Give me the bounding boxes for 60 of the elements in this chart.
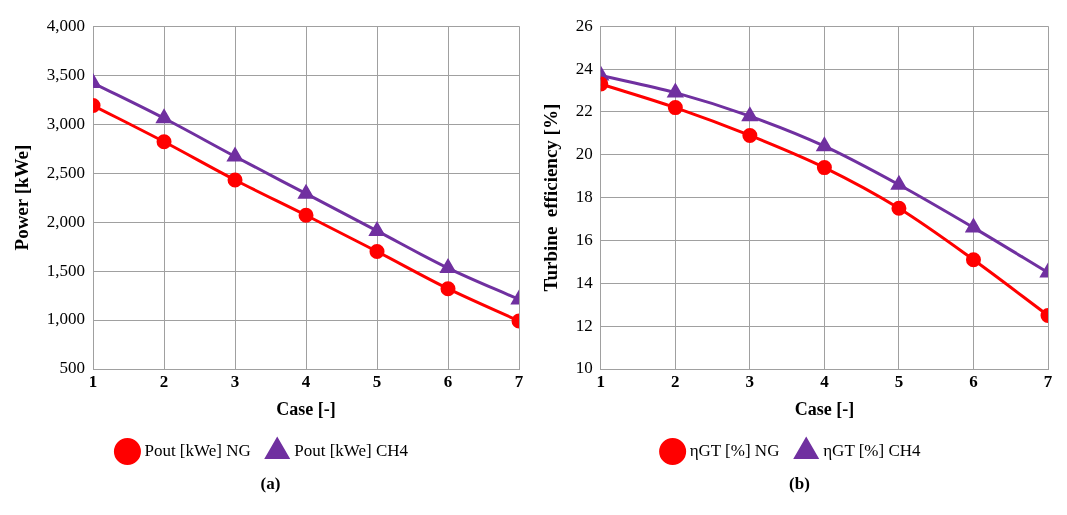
point	[965, 252, 981, 268]
x-tick-label: 1	[596, 371, 606, 391]
text: (b)	[788, 474, 811, 494]
point	[440, 281, 456, 297]
point	[369, 243, 385, 259]
y-tick-label: 3,000	[46, 113, 86, 133]
point	[891, 176, 907, 190]
point	[440, 259, 456, 274]
point	[891, 200, 907, 216]
x-tick-label: 3	[230, 371, 240, 391]
point	[816, 137, 832, 152]
x-tick-label: 7	[1043, 371, 1053, 391]
legend-label: Pout [kWe] CH4	[294, 440, 409, 460]
y-tick-label: 26	[575, 15, 593, 35]
x-tick-label: 3	[745, 371, 755, 391]
point	[298, 185, 314, 199]
y-axis-title: Power [kWe]	[11, 144, 33, 251]
x-tick-label: 5	[894, 371, 904, 391]
legend-label: ηGT [%] NG	[689, 440, 780, 460]
point	[742, 127, 758, 143]
point	[227, 172, 243, 188]
x-tick-label: 1	[88, 371, 98, 391]
x-tick-label: 5	[372, 371, 382, 391]
x-tick-label: 4	[301, 371, 311, 391]
y-tick-label: 10	[575, 358, 593, 378]
text: (a)	[259, 474, 282, 494]
y-tick-label: 16	[575, 229, 593, 249]
legend-label: Pout [kWe] NG	[144, 440, 251, 460]
y-tick-label: 2,000	[46, 211, 86, 231]
y-tick-label: 14	[575, 272, 594, 292]
x-tick-label: 7	[514, 371, 524, 391]
point	[667, 84, 683, 98]
point	[298, 207, 314, 223]
x-tick-label: 4	[820, 371, 830, 391]
y-tick-label: 500	[59, 358, 86, 378]
x-axis-title: Case [-]	[276, 398, 336, 419]
y-tick-label: 4,000	[46, 15, 86, 35]
point	[156, 109, 172, 124]
x-tick-label: 6	[969, 371, 978, 391]
y-tick-label: 3,500	[46, 64, 86, 84]
point	[816, 160, 832, 176]
x-axis-title: Case [-]	[794, 398, 855, 419]
y-tick-label: 24	[575, 58, 594, 78]
point	[156, 134, 172, 150]
legend-label: ηGT [%] CH4	[823, 440, 922, 460]
y-tick-label: 22	[575, 101, 593, 121]
point	[227, 147, 243, 162]
x-tick-label: 2	[671, 371, 680, 391]
x-tick-label: 2	[159, 371, 169, 391]
y-tick-label: 1,000	[46, 309, 86, 329]
point	[667, 100, 683, 116]
y-tick-label: 18	[575, 187, 593, 207]
y-tick-label: 2,500	[46, 162, 86, 182]
y-axis-title: Turbine efficiency [%]	[540, 103, 562, 292]
y-tick-label: 20	[575, 144, 593, 164]
point	[742, 107, 758, 122]
x-tick-label: 6	[443, 371, 453, 391]
y-tick-label: 12	[575, 315, 593, 335]
y-tick-label: 1,500	[46, 260, 86, 280]
point	[369, 222, 385, 236]
